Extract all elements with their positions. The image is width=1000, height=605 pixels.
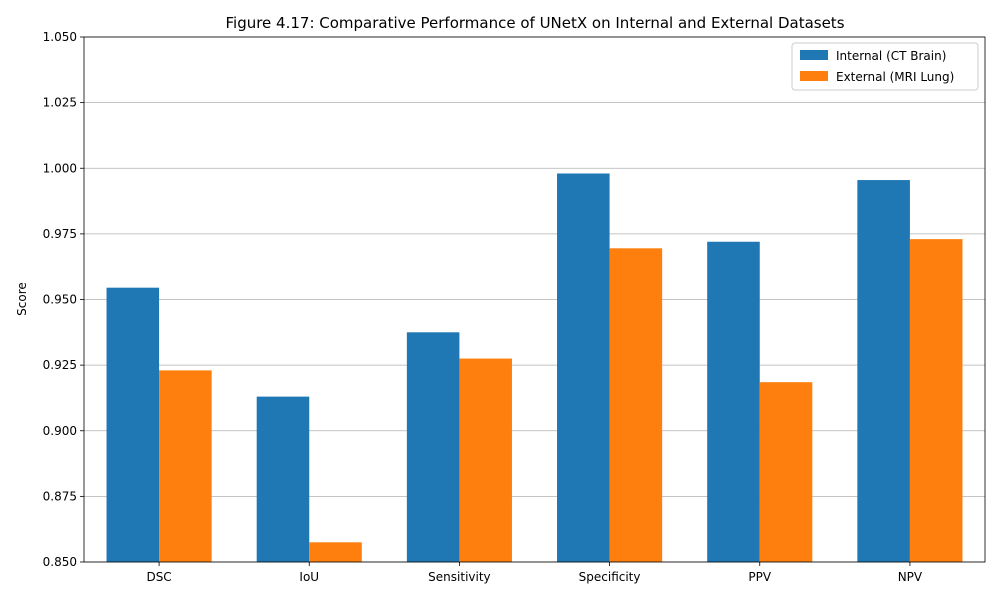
bar-internal-sensitivity (406, 332, 460, 562)
x-tick-label: DSC (146, 570, 171, 584)
x-tick-label: Specificity (579, 570, 641, 584)
legend: Internal (CT Brain) External (MRI Lung) (791, 42, 979, 91)
y-tick-label: 0.875 (43, 489, 77, 503)
y-tick-label: 0.975 (43, 227, 77, 241)
legend-swatch-internal (800, 50, 828, 60)
y-tick-label: 1.000 (43, 161, 77, 175)
y-tick-label: 1.050 (43, 30, 77, 44)
gridlines (84, 36, 985, 563)
bar-internal-ppv (707, 241, 760, 562)
bar-internal-dsc (106, 287, 160, 562)
bar-external-iou (309, 542, 362, 562)
y-tick-label: 0.925 (43, 358, 77, 372)
bar-internal-npv (857, 180, 910, 562)
tick-labels: 0.850 0.875 0.900 0.925 0.950 0.975 1.000 1.025… (43, 30, 923, 584)
bar-external-npv (909, 239, 963, 562)
bar-external-dsc (159, 370, 212, 562)
legend-label-internal: Internal (CT Brain) (836, 49, 946, 63)
bar-external-sensitivity (459, 358, 512, 562)
bar-internal-specificity (557, 173, 610, 562)
plot-frame (83, 36, 986, 563)
axes (80, 36, 986, 566)
bars (106, 173, 963, 562)
x-tick-label: IoU (299, 570, 319, 584)
y-tick-label: 1.025 (43, 96, 77, 110)
x-tick-label: Sensitivity (428, 570, 490, 584)
y-tick-label: 0.950 (43, 293, 77, 307)
y-tick-label: 0.850 (43, 555, 77, 569)
bar-internal-iou (256, 396, 310, 562)
chart-title: Figure 4.17: Comparative Performance of … (225, 14, 844, 32)
bar-external-specificity (609, 248, 663, 562)
legend-box (791, 42, 979, 91)
y-axis-label: Score (15, 282, 29, 316)
x-tick-label: PPV (748, 570, 771, 584)
bar-external-ppv (759, 382, 813, 562)
y-tick-label: 0.900 (43, 424, 77, 438)
legend-swatch-external (800, 71, 828, 81)
legend-label-external: External (MRI Lung) (836, 70, 954, 84)
x-tick-label: NPV (898, 570, 923, 584)
